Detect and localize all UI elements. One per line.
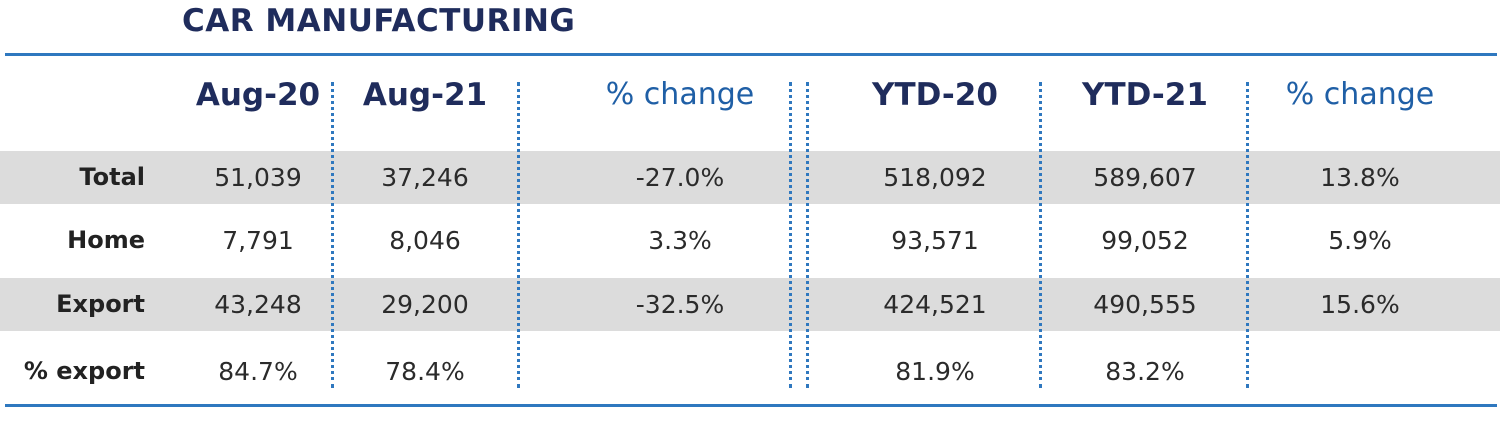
row-label-export: Export [56,290,145,318]
table-cell: 589,607 [1093,163,1197,192]
row-label-total: Total [79,163,145,191]
row-label-home: Home [67,226,145,254]
table-cell: 7,791 [222,226,294,255]
row-label-export-share: % export [23,357,145,385]
table-cell: -27.0% [635,163,725,192]
column-divider [1039,82,1042,388]
table-cell: 5.9% [1328,226,1392,255]
section-divider [806,82,809,388]
table-cell: 51,039 [214,163,302,192]
table-cell: 43,248 [214,290,302,319]
table-cell [1260,345,1460,398]
table-cell: 37,246 [381,163,469,192]
column-header-ytd-21: YTD-21 [1082,77,1208,113]
page-title: CAR MANUFACTURING [182,3,576,39]
table-cell: 93,571 [891,226,979,255]
column-header-ytd-change: % change [1285,77,1435,112]
table-cell: 81.9% [895,357,975,386]
column-divider [517,82,520,388]
table-cell: 8,046 [389,226,461,255]
table-cell: 83.2% [1105,357,1185,386]
table-cell: 29,200 [381,290,469,319]
row-band-export [0,278,1500,331]
table-cell: -32.5% [635,290,725,319]
row-band-total [0,151,1500,204]
table-cell: 3.3% [648,226,712,255]
column-header-aug-21: Aug-21 [362,77,488,113]
table-cell: 78.4% [385,357,465,386]
table-cell: 15.6% [1320,290,1400,319]
top-rule [5,53,1497,56]
column-divider [1246,82,1249,388]
table-cell: 424,521 [883,290,987,319]
column-header-ytd-20: YTD-20 [872,77,998,113]
table-cell [560,345,800,398]
column-divider [331,82,334,388]
section-divider [789,82,792,388]
column-header-aug-20: Aug-20 [195,77,321,113]
table-cell: 99,052 [1101,226,1189,255]
table-cell: 84.7% [218,357,298,386]
bottom-rule [5,404,1497,407]
column-header-month-change: % change [605,77,755,112]
table-cell: 13.8% [1320,163,1400,192]
table-cell: 490,555 [1093,290,1197,319]
table-cell: 518,092 [883,163,987,192]
